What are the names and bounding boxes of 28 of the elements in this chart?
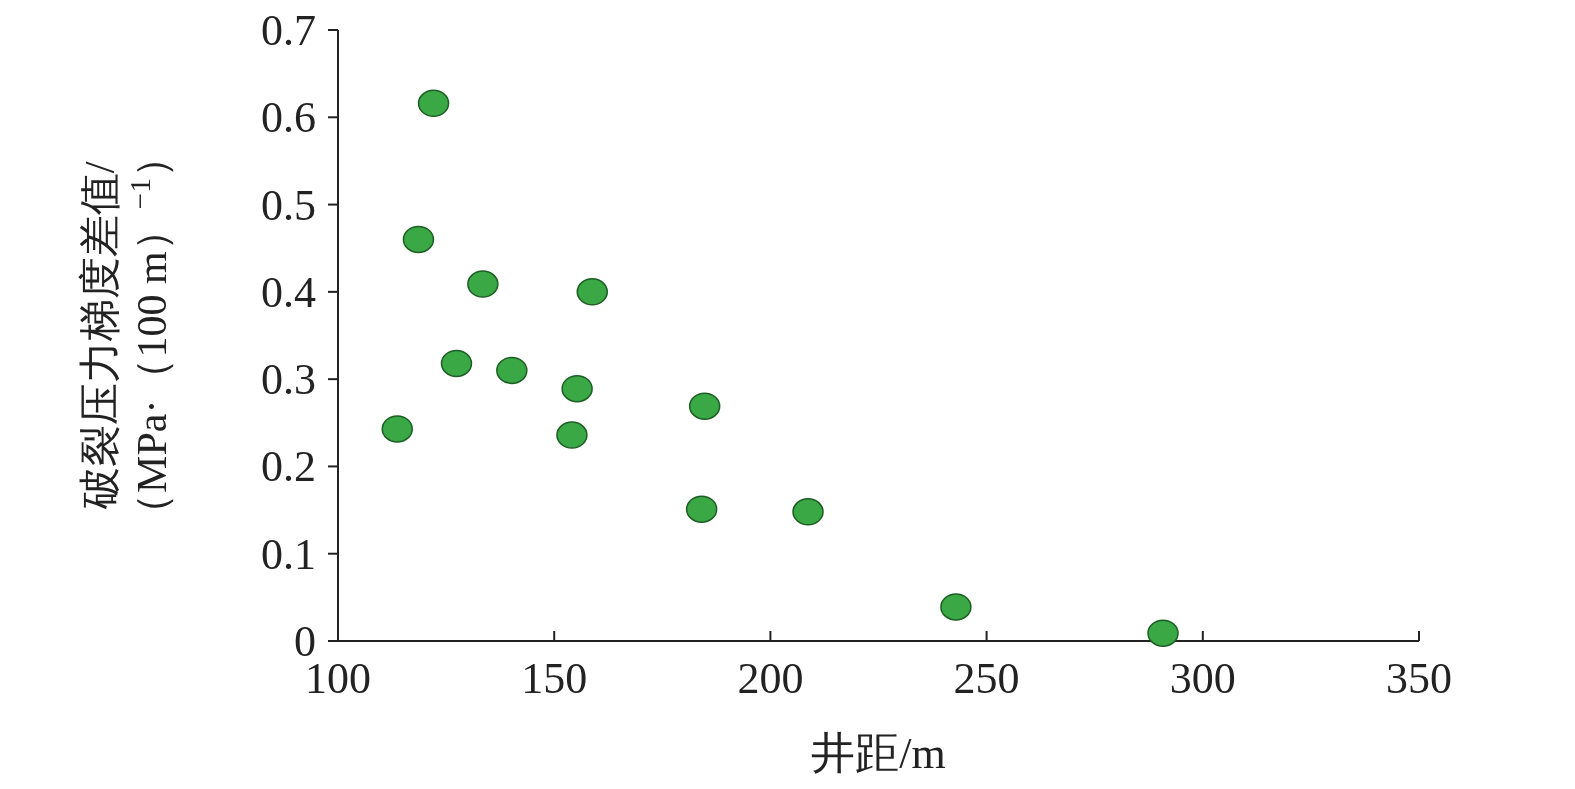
point xyxy=(685,495,718,523)
y-tick-label: 0.6 xyxy=(261,93,316,143)
y-tick-label: 0.1 xyxy=(261,529,316,579)
x-tick-label: 250 xyxy=(953,654,1020,703)
point xyxy=(402,225,435,254)
x-tick-label: 200 xyxy=(737,654,804,703)
point xyxy=(792,498,824,526)
x-tick-label: 150 xyxy=(521,654,588,703)
x-axis-title: 井距/m xyxy=(811,729,946,778)
point xyxy=(556,421,588,449)
y-tick-label: 0 xyxy=(294,617,316,666)
y-tick-label: 0.2 xyxy=(261,442,316,492)
point xyxy=(576,278,608,306)
point xyxy=(940,593,972,621)
y-tick-label: 0.3 xyxy=(261,355,316,405)
y-tick-label: 0.5 xyxy=(261,180,316,230)
point xyxy=(561,374,593,403)
point xyxy=(417,89,450,118)
point xyxy=(688,392,721,420)
point xyxy=(467,270,499,298)
point xyxy=(1147,619,1179,647)
y-tick-label: 0.4 xyxy=(261,267,316,317)
point xyxy=(381,415,413,443)
x-tick-label: 350 xyxy=(1386,654,1452,703)
point xyxy=(496,356,528,385)
point xyxy=(440,349,473,378)
x-tick-label: 300 xyxy=(1169,654,1236,703)
y-tick-label: 0.7 xyxy=(261,6,316,55)
